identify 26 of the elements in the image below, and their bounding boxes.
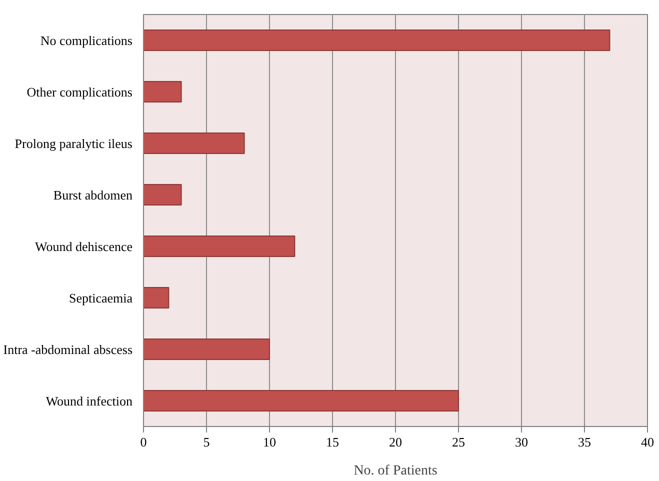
x-tick-label: 30: [515, 434, 528, 450]
y-tick-label: No complications: [40, 32, 133, 48]
x-tick-label: 35: [578, 434, 591, 450]
x-tick-label: 0: [140, 434, 147, 450]
y-tick-label: Wound infection: [46, 393, 133, 408]
x-tick-label: 15: [326, 434, 339, 450]
x-tick-label: 20: [389, 434, 402, 450]
bar: [144, 286, 170, 309]
y-tick-label: Wound dehiscence: [35, 238, 133, 254]
y-tick-label: Intra -abdominal abscess: [3, 342, 132, 357]
bar: [144, 80, 182, 103]
x-axis-title: No. of Patients: [354, 464, 438, 478]
y-tick-label: Burst abdomen: [53, 187, 133, 202]
y-tick-label: Prolong paralytic ileus: [14, 136, 133, 151]
bar: [144, 235, 296, 258]
bar: [144, 29, 610, 52]
bar: [144, 390, 459, 412]
x-tick-label: 40: [641, 434, 654, 450]
bar: [144, 132, 245, 154]
y-tick-label: Septicaemia: [68, 290, 133, 306]
x-tick-label: 5: [203, 434, 210, 450]
x-tick-label: 10: [263, 434, 276, 450]
x-tick-label: 25: [452, 434, 465, 450]
bar: [144, 184, 182, 206]
bar: [144, 338, 270, 360]
y-tick-label: Other complications: [26, 84, 133, 100]
